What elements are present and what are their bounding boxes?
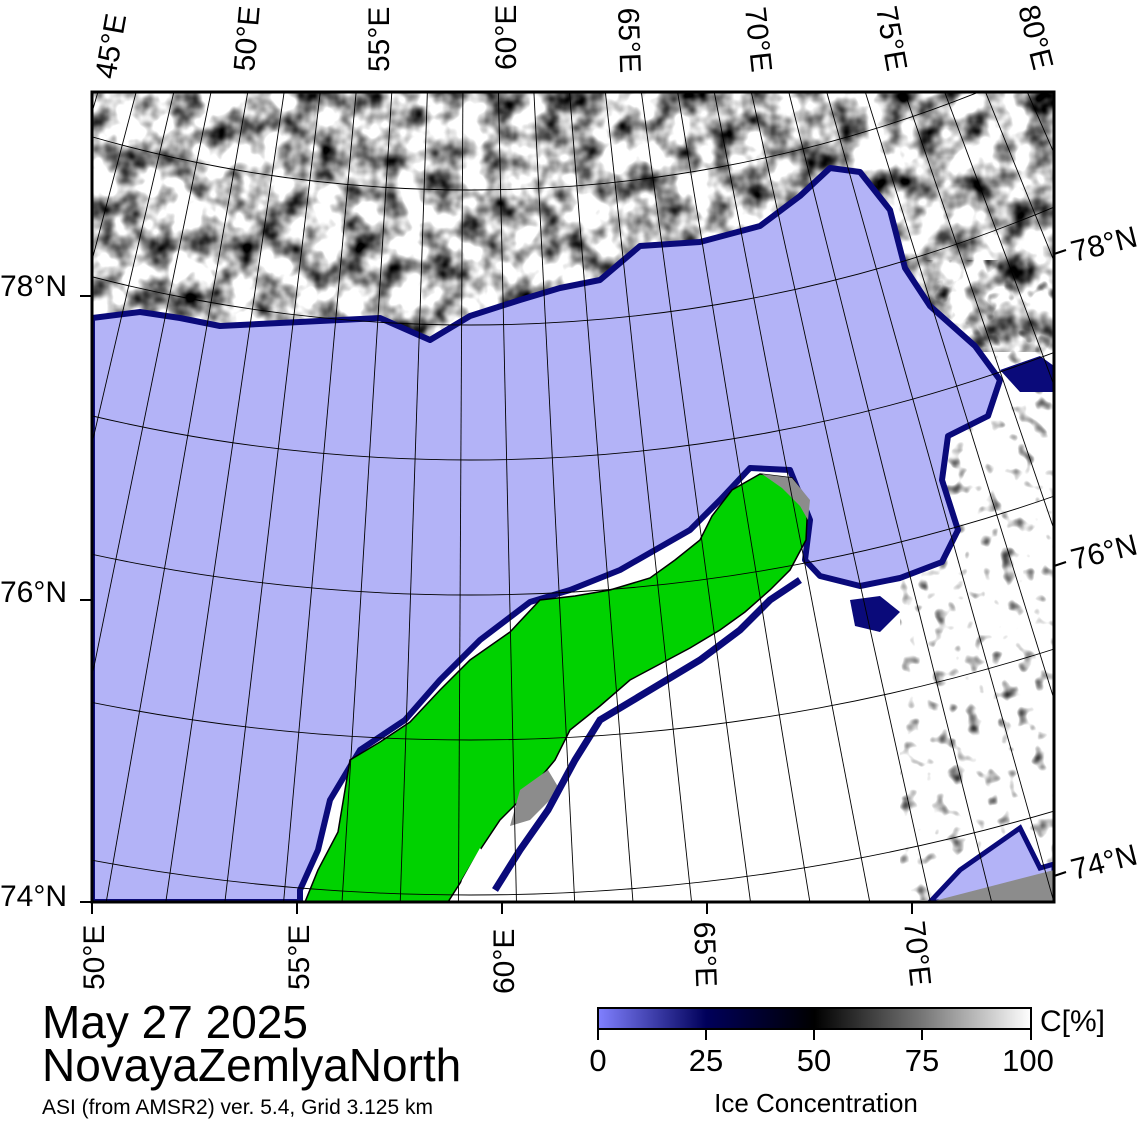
meridian-line: [1128, 0, 1147, 744]
meridian-line: [713, 92, 871, 902]
east-coast-ice-edge: [492, 577, 802, 892]
region-name: NovayaZemlyaNorth: [42, 1039, 462, 1091]
top-lon-label: 50°E: [228, 5, 267, 73]
left-lat-label: 74°N: [0, 880, 67, 913]
meridian-line: [826, 92, 1054, 902]
meridian-line: [0, 0, 101, 1009]
no-data-southeast: [930, 870, 1054, 902]
colorbar-tick-label: 100: [1002, 1043, 1054, 1078]
meridian-line: [399, 92, 428, 902]
colorbar-tick-label: 50: [796, 1043, 832, 1078]
meridian-line: [0, 0, 69, 988]
bottom-lon-label: 55°E: [283, 925, 316, 990]
top-lon-label: 70°E: [738, 5, 778, 73]
colorbar-tick-label: 0: [589, 1043, 607, 1078]
meridian-line: [283, 92, 357, 902]
bottom-lon-label: 65°E: [687, 921, 722, 988]
meridian-line: [341, 92, 393, 902]
bottom-lon-label: 60°E: [488, 929, 521, 994]
meridian-line: [569, 92, 634, 902]
meridian-line: [750, 92, 931, 902]
meridian-line: [944, 92, 1054, 387]
meridian-line: [92, 92, 212, 679]
latitude-line: [92, 92, 980, 191]
meridian-line: [1071, 0, 1147, 811]
meridian-line: [1100, 0, 1147, 778]
product-info: ASI (from AMSR2) ver. 5.4, Grid 3.125 km: [42, 1096, 433, 1119]
meridian-line: [864, 92, 1054, 701]
left-lat-label: 78°N: [0, 270, 67, 303]
meridian-line: [92, 92, 137, 263]
meridian-line: [640, 92, 751, 902]
top-lon-label: 75°E: [869, 3, 913, 73]
right-lat-label: 74°N: [1068, 839, 1141, 887]
colorbar-ticks: [597, 1029, 1032, 1040]
top-lon-label: 65°E: [611, 7, 646, 74]
colorbar-title: Ice Concentration: [714, 1088, 918, 1118]
coastal-no-data: [762, 474, 810, 520]
colorbar-tick-label: 75: [904, 1043, 940, 1078]
map-frame: [90, 90, 1056, 904]
top-lon-label: 60°E: [490, 5, 523, 70]
meridian-line: [0, 0, 38, 966]
meridian-line: [904, 92, 1054, 531]
meridian-line: [457, 92, 464, 902]
meridian-line: [497, 92, 517, 902]
right-lat-label: 76°N: [1068, 529, 1141, 577]
frame-ticks: [80, 249, 1067, 914]
top-lon-label: 80°E: [1011, 2, 1059, 73]
meridian-line: [105, 92, 249, 902]
ice-edge-patch: [1000, 356, 1054, 392]
meridian-line: [677, 92, 811, 902]
bottom-lon-label: 50°E: [78, 925, 111, 990]
meridian-line: [604, 92, 693, 902]
meridian-line: [985, 92, 1054, 263]
colorbar-unit: C[%]: [1040, 1005, 1106, 1038]
meridian-line: [165, 92, 285, 902]
meridian-line: [0, 0, 7, 942]
top-lon-label: 45°E: [89, 11, 133, 81]
open-water-barents: [92, 165, 1003, 902]
right-lat-label: 78°N: [1068, 221, 1141, 269]
map-date: May 27 2025: [42, 996, 308, 1048]
meridian-line: [1042, 0, 1147, 842]
bottom-lon-label: 70°E: [897, 919, 937, 987]
coastal-no-data: [510, 770, 560, 826]
meridian-line: [788, 92, 993, 902]
colorbar: [597, 1007, 1032, 1030]
colorbar-tick-label: 25: [688, 1043, 724, 1078]
meridian-line: [92, 92, 175, 446]
coastal-no-data: [456, 848, 490, 902]
meridian-line: [224, 92, 321, 902]
left-lat-label: 76°N: [0, 576, 67, 609]
meridian-line: [533, 92, 576, 902]
ice-edge-patch: [850, 596, 900, 632]
top-lon-label: 55°E: [363, 7, 396, 72]
